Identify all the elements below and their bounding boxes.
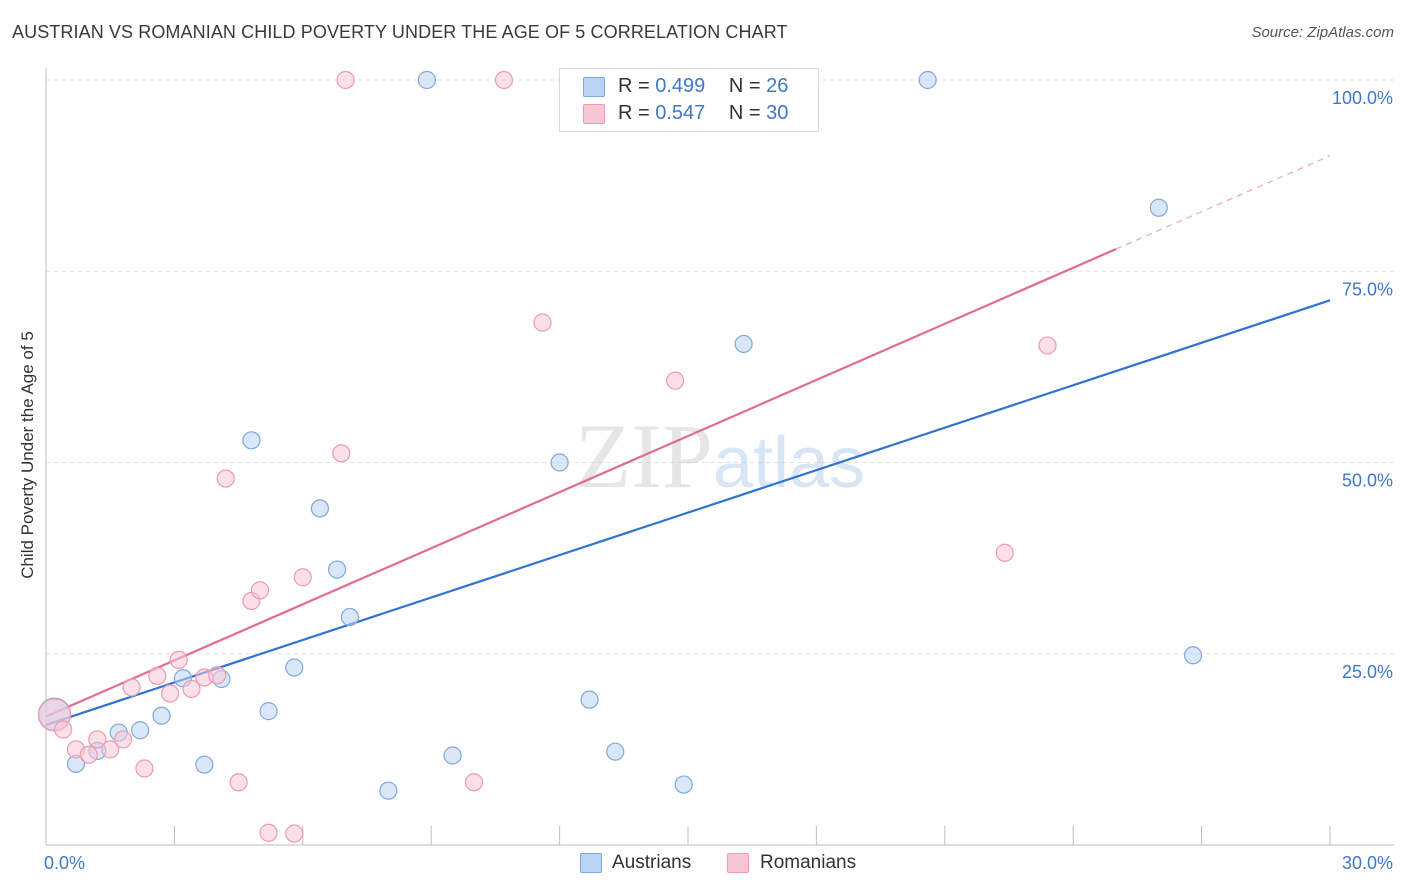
r-value: 0.499 [655,75,706,97]
romanians-point [995,543,1014,562]
austrians-point [606,742,625,761]
bottom-legend-austrians-swatch [580,853,602,873]
legend-row-romanians: R = 0.547 N = 30 [583,102,789,125]
romanians-point [169,650,188,669]
romanians-point [293,568,312,587]
austrians-point [580,690,599,709]
y-tick-label: 25.0% [1342,662,1393,682]
n-value: 26 [766,75,789,97]
tick-labels: 25.0% 50.0% 75.0% 100.0% 0.0% 30.0% [44,88,1393,873]
austrians-point [1183,646,1203,665]
austrians-point [379,781,398,800]
romanians-point [148,666,167,686]
romanians-point [666,371,685,390]
romanians-swatch [583,104,605,124]
austrians-point [152,706,171,725]
romanians-point [113,730,133,749]
austrians-point [417,70,437,90]
romanians-point [88,730,107,749]
austrians-point [259,702,278,721]
romanians-trend-line [45,248,1117,718]
source-label: Source: ZipAtlas.com [1251,24,1394,41]
grid-lines [46,79,1395,655]
austrians-point [918,70,937,90]
y-tick-label: 50.0% [1342,471,1393,491]
austrians-point [674,775,693,794]
r-value: 0.547 [655,102,706,124]
austrians-point [310,499,330,518]
romanians-point [1038,336,1057,355]
bottom-legend-romanians: Romanians [760,852,857,873]
romanians-point [216,469,235,488]
austrians-point [734,334,753,354]
romanians-point [332,444,351,463]
austrians-swatch [583,77,605,97]
austrians-point [340,607,359,627]
r-label: R = [618,75,656,97]
n-label: N = [728,102,767,124]
romanians-point [208,666,227,685]
bottom-legend-romanians-swatch [727,853,749,873]
romanians-point [494,70,514,90]
austrians-point [242,431,261,450]
n-value: 30 [766,102,789,124]
romanians-point [182,679,201,699]
romanians-point [336,70,355,90]
bottom-legend-austrians: Austrians [612,852,692,873]
austrians-point [1149,198,1168,217]
austrians-point [131,721,150,740]
x-tick-label: 0.0% [44,853,85,873]
y-tick-label: 100.0% [1332,88,1393,108]
y-tick-label: 75.0% [1342,279,1393,299]
data-points [37,70,1203,843]
romanians-point [533,313,552,332]
romanians-point [259,823,278,842]
n-label: N = [728,75,767,97]
r-label: R = [618,102,656,124]
romanians-point [161,684,180,703]
x-tick-label: 30.0% [1342,853,1393,873]
romanians-point [229,773,248,792]
romanians-point [79,745,98,764]
austrians-point [195,755,214,774]
correlation-legend: R = 0.499 N = 26 R = 0.547 N = 30 [559,68,819,132]
austrians-point [550,453,569,472]
austrians-point [327,560,347,579]
legend-row-austrians: R = 0.499 N = 26 [583,75,789,98]
romanians-point [464,773,484,792]
trend-lines [45,155,1331,726]
watermark: ZIPatlas [575,405,865,507]
y-axis-label: Child Poverty Under the Age of 5 [18,331,37,579]
romanians-point [285,824,304,843]
romanians-point [250,581,270,600]
chart-title: AUSTRIAN VS ROMANIAN CHILD POVERTY UNDER… [12,22,788,42]
austrians-point [443,746,462,765]
austrians-point [285,658,304,677]
austrians-trend-line [45,299,1331,726]
romanians-point [135,759,154,778]
romanians-trend-extension [1115,155,1331,250]
romanians-point [101,740,120,759]
romanians-point [54,720,73,739]
romanians-point [122,678,141,697]
